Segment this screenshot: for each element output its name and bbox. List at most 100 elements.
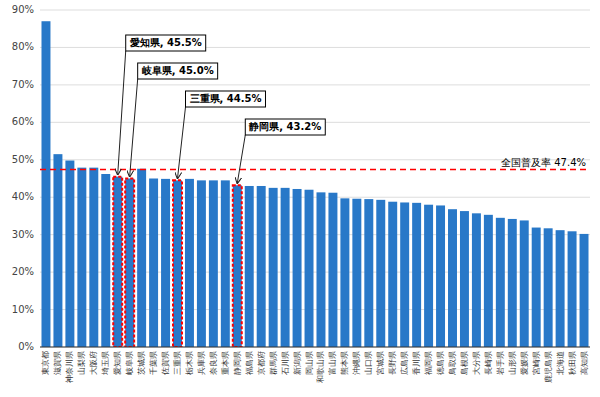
annotation-arrow bbox=[178, 107, 186, 178]
y-tick-label: 60% bbox=[12, 116, 34, 127]
x-tick-label: 埼玉県 bbox=[101, 351, 110, 376]
highlight-border bbox=[233, 185, 242, 347]
bar bbox=[221, 180, 230, 347]
x-tick-label: 京都府 bbox=[257, 351, 266, 375]
x-tick-label: 岩手県 bbox=[496, 351, 505, 375]
bar bbox=[89, 168, 98, 347]
x-tick-label: 佐賀県 bbox=[161, 351, 170, 375]
bar bbox=[269, 188, 278, 347]
bar bbox=[460, 211, 469, 347]
x-tick-label: 徳島県 bbox=[436, 351, 445, 375]
annotation-arrow bbox=[118, 51, 126, 175]
bar bbox=[281, 188, 290, 347]
annotation-box bbox=[126, 35, 206, 51]
x-tick-label: 愛媛県 bbox=[520, 351, 529, 375]
x-tick-label: 大分県 bbox=[472, 351, 481, 375]
x-tick-label: 石川県 bbox=[281, 351, 290, 375]
bar bbox=[161, 179, 170, 347]
x-tick-label: 兵庫県 bbox=[197, 351, 206, 375]
grid bbox=[40, 10, 590, 347]
x-tick-label: 富山県 bbox=[328, 351, 337, 375]
bar bbox=[388, 202, 397, 347]
bar bbox=[532, 228, 541, 347]
bar bbox=[412, 203, 421, 347]
x-tick-label: 山梨県 bbox=[77, 351, 86, 375]
bar bbox=[580, 234, 589, 347]
bar bbox=[352, 199, 361, 347]
x-tick-label: 愛知県 bbox=[113, 351, 122, 375]
bar bbox=[376, 200, 385, 347]
grid-line bbox=[40, 197, 590, 198]
x-tick-label: 三重県 bbox=[173, 351, 182, 375]
annotation-text: 三重県, 44.5% bbox=[190, 93, 262, 104]
x-tick-label: 香川県 bbox=[412, 351, 421, 375]
bar bbox=[293, 189, 302, 347]
x-tick-label: 沖縄県 bbox=[352, 351, 361, 375]
bar bbox=[209, 180, 218, 347]
bar bbox=[400, 202, 409, 347]
bar bbox=[137, 169, 146, 347]
x-tick-label: 広島県 bbox=[400, 351, 409, 375]
x-tick-label: 長野県 bbox=[388, 351, 397, 375]
x-tick-label: 栃木県 bbox=[185, 351, 194, 375]
annotation-text: 静岡県, 43.2% bbox=[248, 121, 321, 132]
x-tick-label: 宮崎県 bbox=[532, 351, 541, 375]
reference-line bbox=[40, 169, 590, 170]
x-tick-label: 奈良県 bbox=[209, 351, 218, 375]
bar bbox=[556, 230, 565, 347]
highlight-border bbox=[113, 177, 122, 347]
annotation-arrow bbox=[237, 135, 245, 183]
annotation: 岐阜県, 45.0% bbox=[130, 63, 218, 177]
bar bbox=[197, 180, 206, 347]
x-tick-label: 千葉県 bbox=[149, 351, 158, 375]
bar bbox=[257, 186, 266, 347]
grid-line bbox=[40, 10, 590, 11]
bar bbox=[544, 228, 553, 347]
annotation-arrow bbox=[130, 79, 138, 177]
x-tick-label: 山形県 bbox=[508, 351, 517, 375]
x-tick-label: 熊本県 bbox=[340, 351, 349, 375]
bar bbox=[508, 219, 517, 347]
x-tick-label: 新潟県 bbox=[293, 351, 302, 375]
annotation-box bbox=[138, 63, 218, 79]
bar bbox=[65, 161, 74, 347]
annotation-text: 岐阜県, 45.0% bbox=[142, 65, 214, 76]
y-tick-label: 30% bbox=[12, 229, 34, 240]
bar bbox=[424, 205, 433, 347]
x-tick-label: 茨城県 bbox=[137, 351, 146, 375]
y-tick-label: 90% bbox=[12, 4, 34, 15]
annotation-text: 愛知県, 45.5% bbox=[130, 37, 202, 48]
bars bbox=[41, 21, 588, 347]
x-tick-label: 静岡県 bbox=[233, 351, 242, 375]
x-tick-label: 滋賀県 bbox=[53, 351, 62, 375]
x-tick-label: 鹿児島県 bbox=[544, 351, 553, 383]
y-tick-label: 0% bbox=[18, 341, 34, 352]
bar bbox=[173, 180, 182, 347]
bar bbox=[472, 213, 481, 347]
x-tick-label: 群馬県 bbox=[269, 351, 278, 375]
bar bbox=[568, 231, 577, 347]
bar bbox=[113, 177, 122, 347]
y-tick-label: 10% bbox=[12, 304, 34, 315]
bar bbox=[41, 21, 50, 347]
bar bbox=[77, 168, 86, 347]
bar bbox=[101, 174, 110, 347]
reference-label: 全国普及率 47.4% bbox=[501, 157, 586, 168]
bar bbox=[520, 220, 529, 347]
bar bbox=[53, 154, 62, 347]
bar bbox=[185, 179, 194, 347]
y-tick-label: 70% bbox=[12, 79, 34, 90]
annotation: 静岡県, 43.2% bbox=[237, 119, 325, 183]
x-tick-label: 宮城県 bbox=[376, 351, 385, 375]
x-tick-label: 東京都 bbox=[41, 351, 50, 375]
x-tick-label: 北海道 bbox=[556, 351, 565, 375]
grid-line bbox=[40, 347, 590, 348]
bar bbox=[340, 198, 349, 347]
x-tick-label: 大阪府 bbox=[89, 351, 98, 375]
y-tick-label: 20% bbox=[12, 266, 34, 277]
annotations: 愛知県, 45.5% 岐阜県, 45.0% 三重県, 44.5% 静岡県, 43.2% bbox=[118, 35, 326, 183]
highlight-border bbox=[125, 179, 134, 348]
x-tick-label: 鳥取県 bbox=[448, 351, 457, 376]
x-tick-label: 岡山県 bbox=[305, 351, 314, 375]
bar bbox=[448, 209, 457, 347]
